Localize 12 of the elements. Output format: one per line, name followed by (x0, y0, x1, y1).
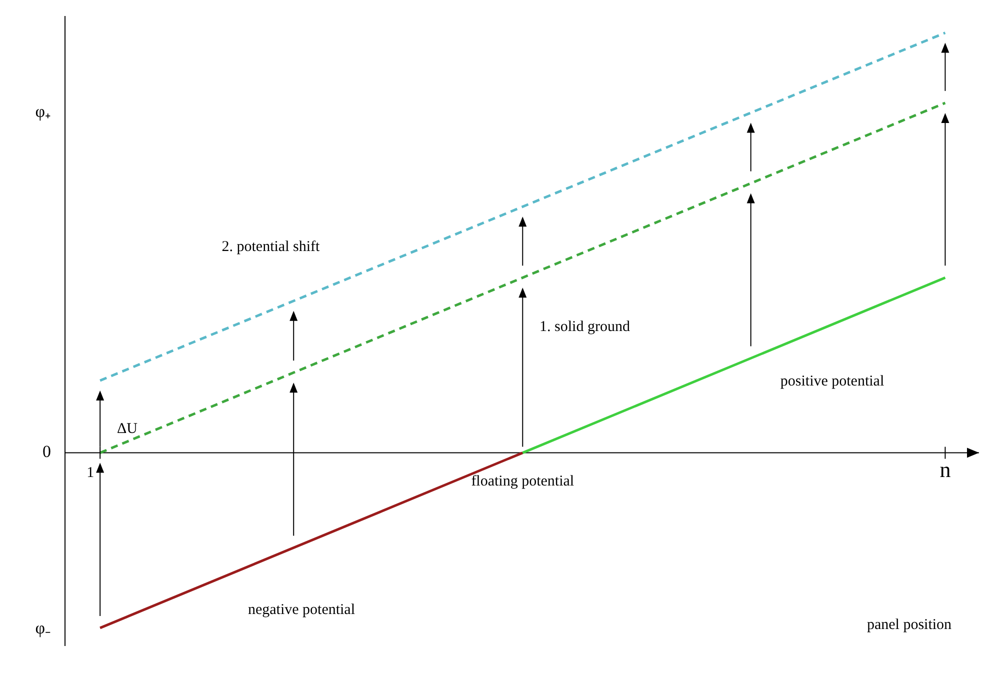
x-axis-title: panel position (866, 617, 952, 634)
annotation: 1. solid ground (540, 319, 630, 335)
text: 0 (42, 442, 51, 461)
x-tick-label: 1 (86, 464, 94, 481)
annotation: negative potential (248, 602, 356, 618)
text: φ₋ (35, 618, 51, 638)
text: φ₊ (35, 102, 51, 121)
x-tick-label: n (940, 456, 951, 482)
annotation: 2. potential shift (222, 239, 321, 256)
annotation: floating potential (471, 474, 574, 490)
annotation: positive potential (780, 374, 884, 390)
annotation: ΔU (116, 421, 138, 438)
